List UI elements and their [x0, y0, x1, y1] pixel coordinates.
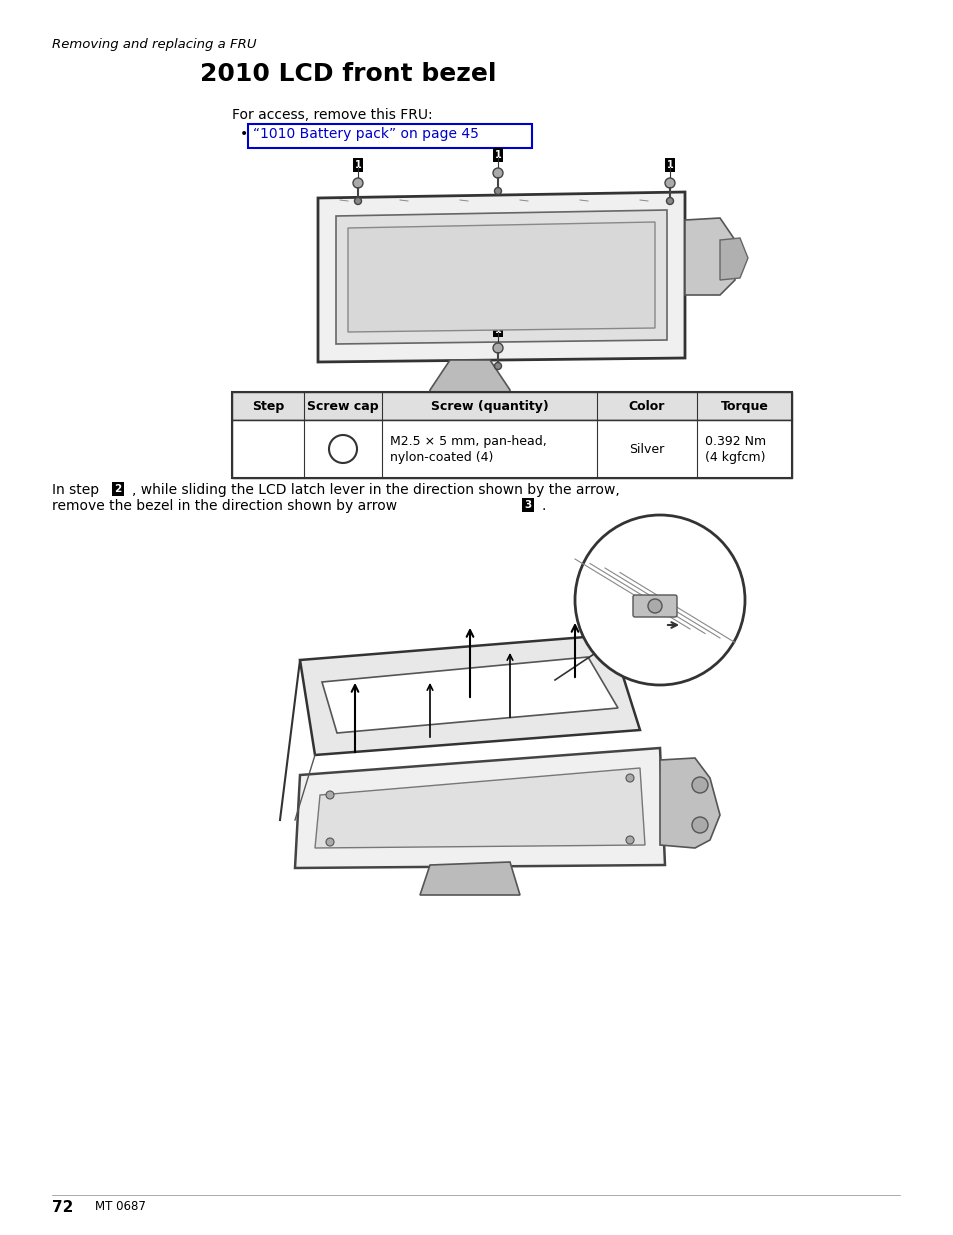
Text: •: • — [240, 127, 248, 141]
Text: Color: Color — [628, 399, 664, 412]
Polygon shape — [299, 635, 639, 755]
Text: MT 0687: MT 0687 — [95, 1200, 146, 1213]
Circle shape — [493, 168, 502, 178]
Text: 2: 2 — [114, 484, 121, 494]
Circle shape — [493, 343, 502, 353]
Text: Removing and replacing a FRU: Removing and replacing a FRU — [52, 38, 256, 51]
Polygon shape — [659, 758, 720, 848]
Text: (4 kgfcm): (4 kgfcm) — [704, 451, 764, 463]
Text: 3: 3 — [554, 650, 561, 659]
Text: 72: 72 — [52, 1200, 73, 1215]
Text: M2.5 × 5 mm, pan-head,: M2.5 × 5 mm, pan-head, — [390, 435, 546, 447]
Polygon shape — [317, 191, 684, 362]
Bar — [232, 391, 791, 420]
Circle shape — [355, 198, 361, 205]
Circle shape — [664, 178, 675, 188]
Circle shape — [625, 774, 634, 782]
Text: 3: 3 — [524, 500, 531, 510]
Circle shape — [666, 198, 673, 205]
Circle shape — [647, 599, 661, 613]
Polygon shape — [720, 238, 747, 280]
Circle shape — [329, 435, 356, 463]
Polygon shape — [419, 862, 519, 895]
Text: 0.392 Nm: 0.392 Nm — [704, 435, 765, 447]
Text: 1: 1 — [666, 161, 673, 170]
Text: Screw (quantity): Screw (quantity) — [430, 399, 548, 412]
Text: For access, remove this FRU:: For access, remove this FRU: — [232, 107, 432, 122]
FancyBboxPatch shape — [633, 595, 677, 618]
Circle shape — [691, 777, 707, 793]
Circle shape — [326, 790, 334, 799]
Text: .: . — [541, 499, 546, 513]
Circle shape — [625, 836, 634, 844]
Polygon shape — [348, 222, 655, 332]
Polygon shape — [322, 657, 618, 734]
Text: Screw cap: Screw cap — [307, 399, 378, 412]
Circle shape — [353, 178, 363, 188]
Circle shape — [494, 363, 501, 369]
Text: , while sliding the LCD latch lever in the direction shown by the arrow,: , while sliding the LCD latch lever in t… — [132, 483, 619, 496]
Text: 3: 3 — [336, 690, 343, 700]
Text: “1010 Battery pack” on page 45: “1010 Battery pack” on page 45 — [253, 127, 478, 141]
Text: 1: 1 — [494, 149, 501, 161]
Circle shape — [575, 515, 744, 685]
Text: 1: 1 — [355, 161, 361, 170]
Text: 2010 LCD front bezel: 2010 LCD front bezel — [200, 62, 496, 86]
Text: 1: 1 — [264, 445, 272, 454]
Text: remove the bezel in the direction shown by arrow: remove the bezel in the direction shown … — [52, 499, 401, 513]
Text: 1: 1 — [494, 325, 501, 335]
Text: In step: In step — [52, 483, 103, 496]
Polygon shape — [335, 210, 666, 345]
Text: Silver: Silver — [629, 442, 664, 456]
Circle shape — [691, 818, 707, 832]
Polygon shape — [430, 359, 510, 415]
Text: Step: Step — [252, 399, 284, 412]
Text: nylon-coated (4): nylon-coated (4) — [390, 451, 493, 463]
Polygon shape — [294, 748, 664, 868]
Text: Torque: Torque — [720, 399, 767, 412]
Polygon shape — [314, 768, 644, 848]
Text: 2: 2 — [694, 630, 700, 640]
Circle shape — [326, 839, 334, 846]
Bar — [232, 391, 791, 478]
Polygon shape — [684, 219, 734, 295]
Circle shape — [494, 188, 501, 194]
Bar — [232, 420, 791, 478]
